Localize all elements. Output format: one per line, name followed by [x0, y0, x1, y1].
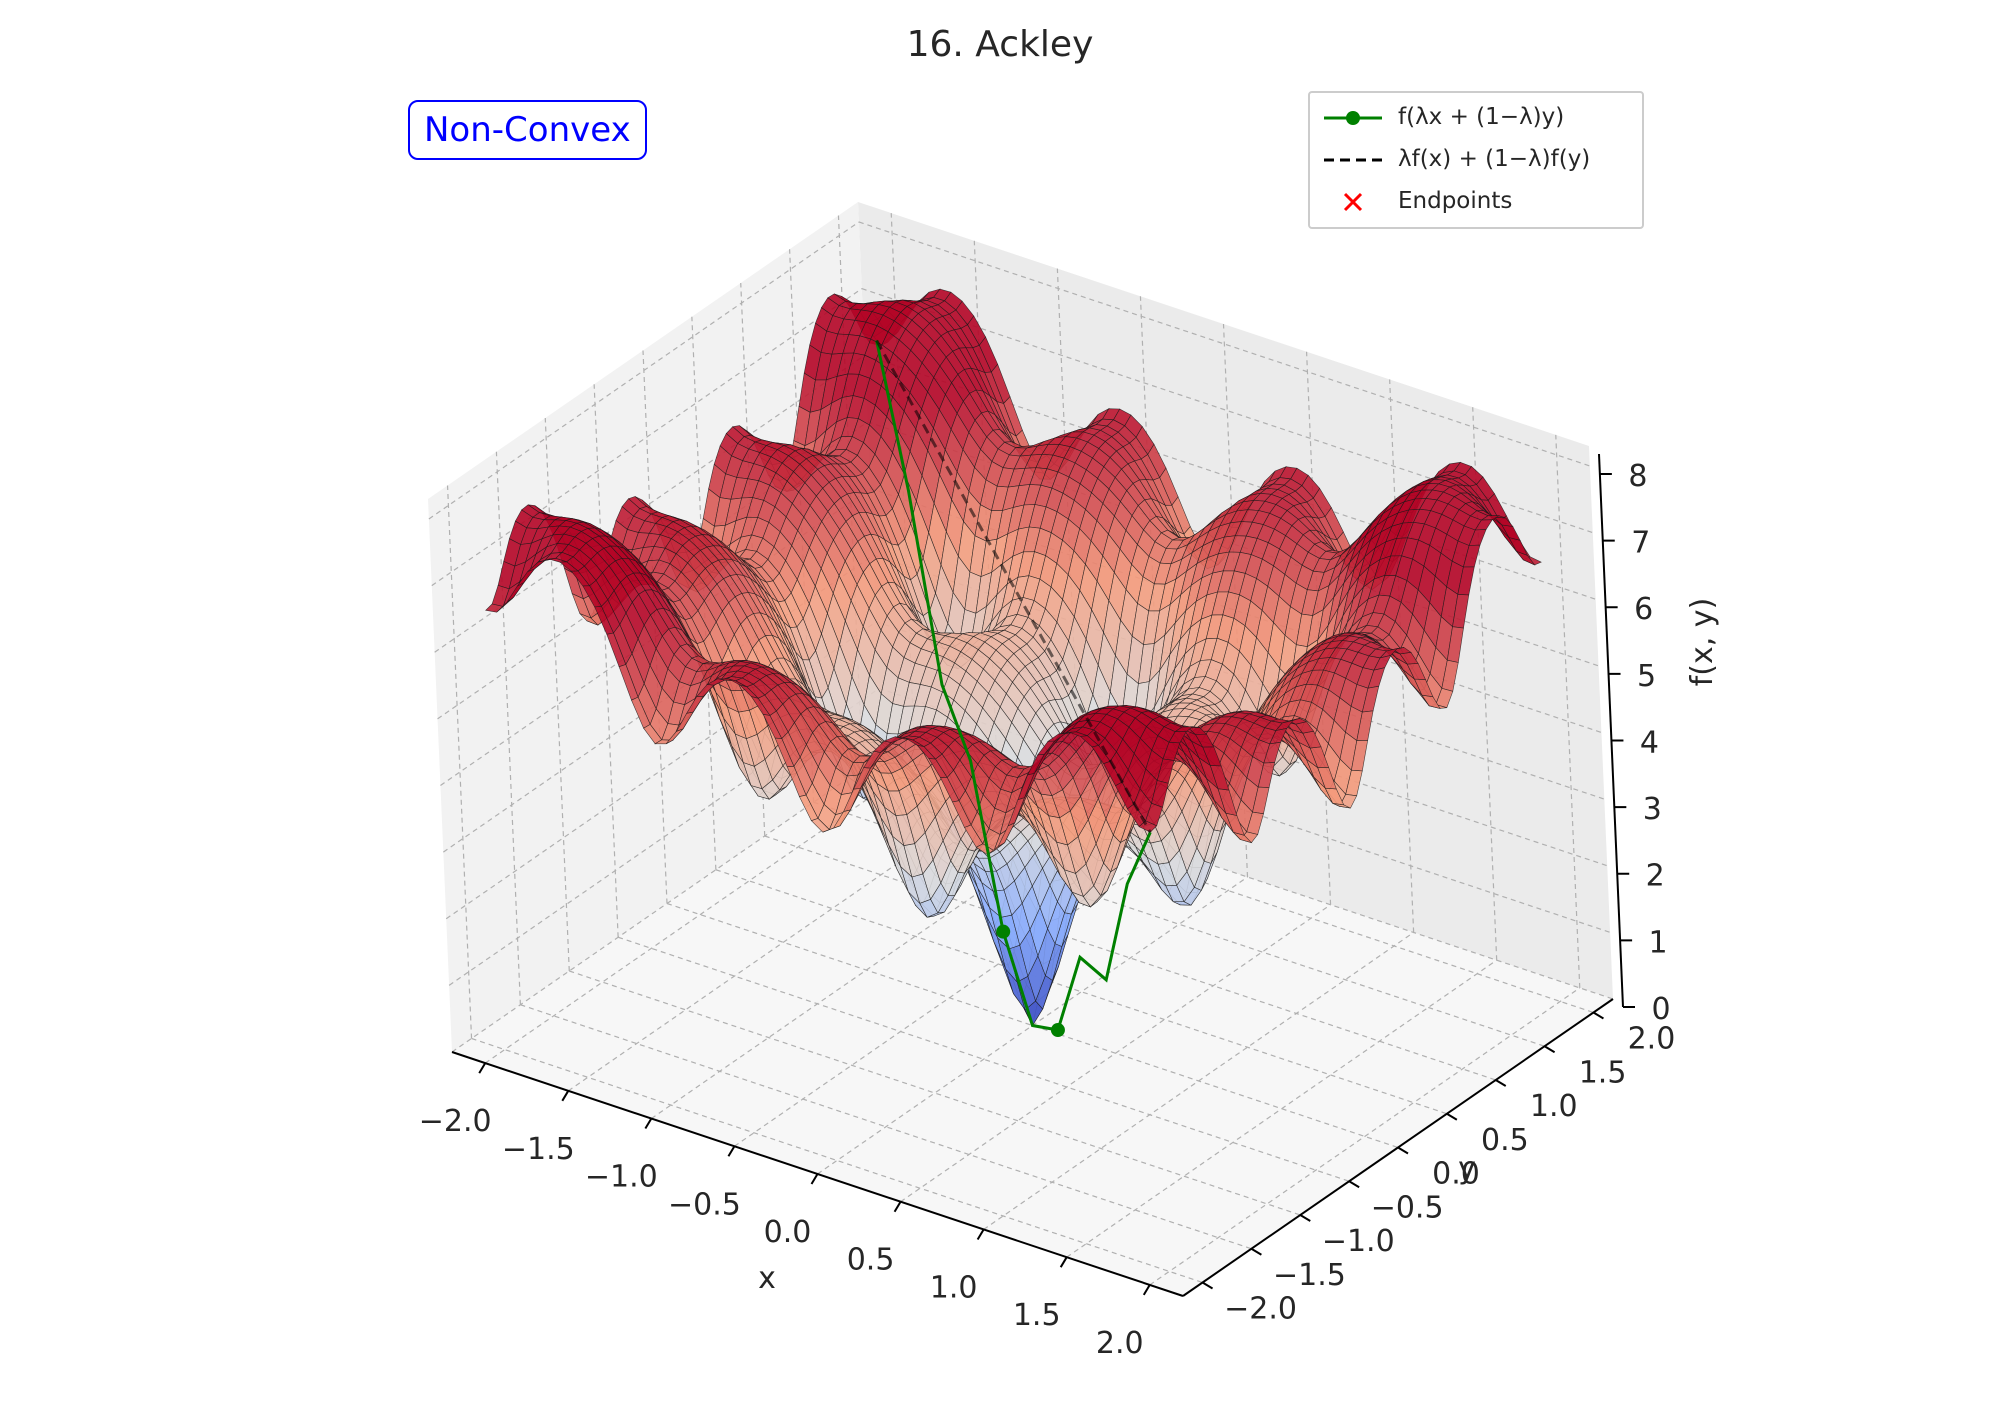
- legend-item-chord: λf(x) + (1−λ)f(y): [1310, 143, 1642, 177]
- z-tick-label: 5: [1637, 659, 1656, 694]
- z-tick-label: 2: [1646, 859, 1665, 894]
- ackley-surface: [485, 288, 1542, 1027]
- x-tick-label: 2.0: [1096, 1326, 1144, 1361]
- grid-line: [858, 221, 1591, 467]
- grid-line: [495, 451, 522, 1005]
- y-tick-mark: [1397, 1146, 1409, 1155]
- x-tick-mark: [561, 1090, 570, 1102]
- y-tick-mark: [1446, 1112, 1458, 1121]
- grid-line: [544, 417, 570, 972]
- y-tick-label: −0.5: [1371, 1190, 1444, 1225]
- y-tick-mark: [1348, 1180, 1360, 1189]
- grid-line: [446, 485, 473, 1039]
- x-tick-mark: [644, 1118, 653, 1130]
- grid-line: [520, 1004, 1252, 1250]
- grid-line: [1305, 351, 1332, 905]
- x-tick-mark: [893, 1201, 902, 1213]
- x-tick-label: −2.0: [419, 1104, 492, 1139]
- x-marker-icon: [1343, 192, 1363, 212]
- chart-title: 16. Ackley: [906, 24, 1094, 65]
- y-tick-label: 0.5: [1481, 1123, 1529, 1158]
- x-tick-mark: [478, 1062, 487, 1074]
- z-axis-line: [1598, 453, 1624, 1008]
- x-tick-mark: [727, 1145, 736, 1157]
- solid-line-marker-icon: [1324, 111, 1382, 125]
- grid-line: [428, 221, 860, 520]
- y-tick-mark: [1592, 1011, 1604, 1020]
- x-tick-label: 1.5: [1013, 1298, 1061, 1333]
- y-tick-label: −1.0: [1322, 1224, 1395, 1259]
- z-tick-label: 4: [1640, 725, 1659, 760]
- x-tick-mark: [1059, 1256, 1068, 1268]
- x-tick-label: 0.5: [847, 1243, 895, 1278]
- legend: f(λx + (1−λ)y) λf(x) + (1−λ)f(y) Endpoin…: [1308, 91, 1644, 229]
- grid-line: [1389, 379, 1415, 933]
- y-tick-label: 0.0: [1432, 1157, 1480, 1192]
- grid-line: [431, 288, 863, 587]
- x-axis-label: x: [758, 1261, 776, 1296]
- function-marker: [1050, 1023, 1065, 1038]
- legend-label-function: f(λx + (1−λ)y): [1398, 104, 1565, 130]
- x-tick-label: −1.5: [502, 1132, 575, 1167]
- legend-item-function: f(λx + (1−λ)y): [1310, 101, 1642, 135]
- axis-labels: x y f(x, y): [758, 598, 1720, 1296]
- y-tick-mark: [1495, 1079, 1507, 1087]
- x-tick-label: 1.0: [930, 1270, 978, 1305]
- x-tick-mark: [976, 1228, 985, 1240]
- y-axis-label: y: [1458, 1151, 1476, 1186]
- function-marker: [996, 924, 1011, 939]
- grid-line: [715, 869, 1448, 1115]
- grid-line: [471, 1037, 1203, 1284]
- grid-line: [593, 384, 619, 938]
- grid-line: [1555, 434, 1581, 988]
- grid-line: [983, 931, 1414, 1230]
- tick-labels: −2.0−1.5−1.0−0.50.00.51.01.52.0−2.0−1.5−…: [419, 459, 1676, 1361]
- grid-line: [642, 350, 668, 904]
- z-tick-label: 7: [1631, 526, 1650, 561]
- series-layer: [875, 339, 1152, 1038]
- y-tick-label: −1.5: [1273, 1258, 1346, 1293]
- grid-line: [691, 316, 717, 870]
- z-tick-label: 3: [1643, 792, 1662, 827]
- x-tick-label: −1.0: [585, 1160, 658, 1195]
- x-tick-label: 0.0: [764, 1215, 812, 1250]
- grid-line: [434, 354, 865, 653]
- legend-label-chord: λf(x) + (1−λ)f(y): [1398, 146, 1591, 172]
- grid-line: [1066, 959, 1498, 1258]
- grid-line: [666, 902, 1399, 1149]
- y-tick-mark: [1202, 1281, 1214, 1290]
- z-axis-label: f(x, y): [1685, 598, 1720, 687]
- y-tick-label: 1.5: [1579, 1055, 1627, 1090]
- dashed-line-icon: [1324, 158, 1382, 162]
- y-tick-mark: [1250, 1247, 1262, 1256]
- z-tick-label: 8: [1628, 459, 1647, 494]
- grid-line: [764, 835, 1496, 1081]
- z-tick-label: 6: [1634, 592, 1653, 627]
- y-tick-mark: [1299, 1214, 1311, 1222]
- y-tick-label: −2.0: [1224, 1292, 1297, 1327]
- x-tick-label: −0.5: [668, 1187, 741, 1222]
- legend-label-endpoints: Endpoints: [1398, 188, 1513, 214]
- grid-line: [617, 936, 1350, 1182]
- z-tick-label: 0: [1651, 992, 1670, 1027]
- z-tick-label: 1: [1649, 925, 1668, 960]
- grid-line: [900, 904, 1331, 1203]
- convexity-badge: Non-Convex: [408, 100, 647, 160]
- grid-line: [1149, 987, 1581, 1286]
- y-tick-mark: [1544, 1045, 1556, 1054]
- chord-line: [875, 339, 1152, 834]
- x-tick-mark: [1142, 1284, 1151, 1296]
- grid-line: [569, 970, 1301, 1216]
- y-tick-label: 2.0: [1628, 1022, 1676, 1057]
- legend-item-endpoints: Endpoints: [1310, 185, 1642, 219]
- y-tick-label: 1.0: [1530, 1089, 1578, 1124]
- x-tick-mark: [810, 1173, 819, 1185]
- function-line: [875, 340, 1152, 1032]
